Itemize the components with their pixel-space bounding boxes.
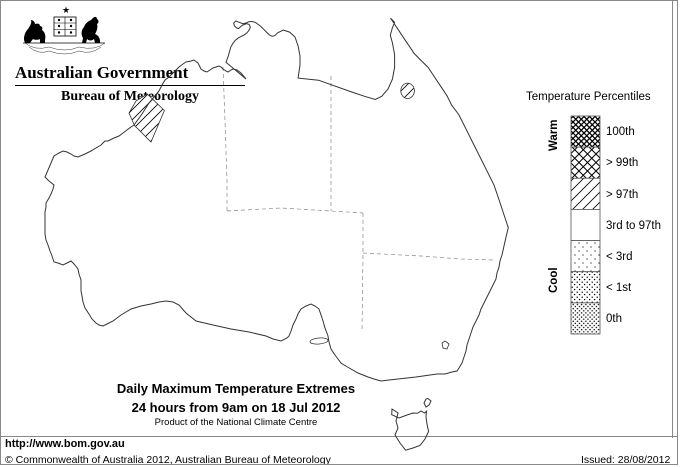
svg-text:0th: 0th bbox=[606, 313, 622, 325]
svg-text:Cool: Cool bbox=[548, 267, 560, 293]
svg-text:3rd to 97th: 3rd to 97th bbox=[606, 220, 661, 232]
svg-text:100th: 100th bbox=[606, 126, 635, 138]
svg-text:Product of the National Climat: Product of the National Climate Centre bbox=[155, 417, 318, 428]
svg-text:> 97th: > 97th bbox=[606, 189, 638, 201]
svg-text:24 hours from 9am on 18 Jul 20: 24 hours from 9am on 18 Jul 2012 bbox=[132, 400, 341, 415]
svg-text:> 99th: > 99th bbox=[606, 157, 638, 169]
svg-text:Daily Maximum Temperature Extr: Daily Maximum Temperature Extremes bbox=[117, 381, 355, 396]
svg-text:< 1st: < 1st bbox=[606, 282, 632, 294]
svg-text:Warm: Warm bbox=[548, 119, 560, 151]
svg-text:< 3rd: < 3rd bbox=[606, 251, 633, 263]
